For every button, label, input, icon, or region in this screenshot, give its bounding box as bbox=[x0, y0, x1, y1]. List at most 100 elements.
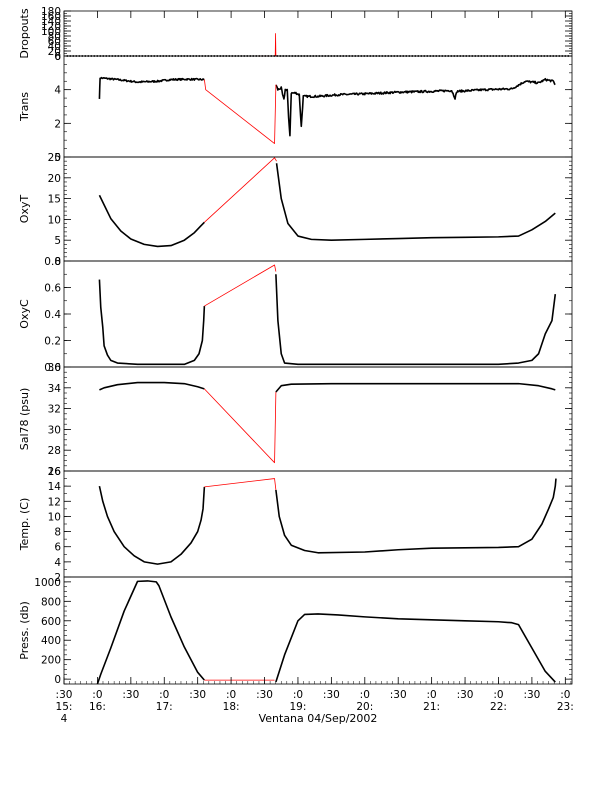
x-tick-label: 16: bbox=[89, 701, 106, 713]
x-tick-label: :0 bbox=[92, 689, 102, 701]
y-tick-label: 25 bbox=[48, 152, 61, 164]
panel-frame bbox=[63, 470, 573, 578]
y-tick-label: 15 bbox=[48, 194, 61, 206]
panel-2: 0 5 10 15 20 25 OxyT bbox=[18, 152, 573, 268]
y-tick-label: 160 bbox=[41, 11, 61, 23]
interp-line-2 bbox=[203, 79, 277, 144]
x-tick-label: 23: bbox=[557, 701, 574, 713]
y-tick-label: 180 bbox=[41, 6, 61, 18]
x-axis-label: Ventana 04/Sep/2002 bbox=[259, 712, 378, 725]
y-tick-label: 10 bbox=[48, 511, 61, 523]
data-line-0 bbox=[96, 580, 205, 685]
y-tick-label: 16 bbox=[48, 466, 62, 478]
x-tick-label: 18: bbox=[223, 701, 240, 713]
y-axis-label: Sal78 (psu) bbox=[18, 388, 31, 451]
y-tick-label: 4 bbox=[54, 557, 61, 569]
y-tick-label: 0 bbox=[54, 256, 61, 268]
x-tick-label: :30 bbox=[56, 689, 73, 701]
y-tick-label: 0 bbox=[54, 51, 61, 63]
y-tick-label: 12 bbox=[48, 496, 61, 508]
data-line-0 bbox=[98, 194, 205, 248]
panel-3: 0.0 0.2 0.4 0.6 0.8 OxyC bbox=[18, 256, 573, 374]
panel-frame bbox=[63, 260, 573, 368]
y-tick-label: 34 bbox=[48, 383, 62, 395]
y-tick-label: 800 bbox=[41, 596, 61, 608]
x-tick-label: :30 bbox=[390, 689, 407, 701]
y-tick-label: 100 bbox=[41, 26, 61, 38]
y-tick-label: 0.6 bbox=[44, 283, 61, 295]
y-tick-label: 0 bbox=[54, 152, 61, 164]
y-tick-label: 1000 bbox=[34, 577, 61, 589]
y-tick-label: 20 bbox=[48, 46, 61, 58]
y-tick-label: 32 bbox=[48, 404, 61, 416]
x-tick-label: :0 bbox=[293, 689, 303, 701]
y-tick-label: 4 bbox=[54, 85, 61, 97]
y-tick-label: 80 bbox=[48, 31, 61, 43]
x-tick-label: 21: bbox=[423, 701, 440, 713]
data-line-2 bbox=[275, 163, 556, 241]
panel-1: 0 2 4 6 Trans bbox=[18, 51, 573, 164]
x-tick-label: 22: bbox=[490, 701, 507, 713]
y-tick-label: 0.2 bbox=[44, 336, 61, 348]
x-tick-label: :30 bbox=[122, 689, 139, 701]
y-axis-label: OxyC bbox=[18, 299, 31, 329]
x-tick-label: :0 bbox=[360, 689, 370, 701]
y-tick-label: 6 bbox=[54, 51, 61, 63]
data-line-0 bbox=[99, 381, 205, 391]
data-line-2 bbox=[275, 478, 557, 554]
x-tick-label: :30 bbox=[256, 689, 273, 701]
y-axis-label: Temp. (C) bbox=[18, 498, 31, 552]
y-tick-label: 600 bbox=[41, 616, 61, 628]
y-tick-label: 60 bbox=[48, 36, 61, 48]
x-tick-label: :0 bbox=[427, 689, 437, 701]
x-tick-label: 15: bbox=[56, 701, 73, 713]
x-tick-label: :30 bbox=[323, 689, 340, 701]
panel-frame bbox=[63, 55, 573, 158]
x-tick-label: 20: bbox=[356, 701, 373, 713]
y-tick-label: 28 bbox=[48, 445, 61, 457]
x-tick-label: 17: bbox=[156, 701, 173, 713]
y-tick-label: 26 bbox=[48, 466, 62, 478]
panel-frame bbox=[63, 156, 573, 262]
panel-5: 2 4 6 8 10 12 14 16 Temp. (C) bbox=[18, 466, 573, 584]
x-tick-label: :0 bbox=[493, 689, 503, 701]
y-tick-label: 0 bbox=[54, 674, 61, 686]
y-axis-label: OxyT bbox=[18, 195, 31, 224]
interp-line-1 bbox=[204, 388, 277, 464]
data-line-2 bbox=[275, 382, 556, 393]
data-line-1 bbox=[275, 77, 556, 137]
y-tick-label: 120 bbox=[41, 21, 61, 33]
y-tick-label: 36 bbox=[48, 362, 62, 374]
x-tick-label: :0 bbox=[226, 689, 236, 701]
y-tick-label: 2 bbox=[54, 572, 61, 584]
panel-frame bbox=[63, 10, 573, 57]
x-tick-label: :0 bbox=[159, 689, 169, 701]
data-line-2 bbox=[275, 613, 556, 683]
y-axis-label: Dropouts bbox=[18, 8, 31, 58]
y-tick-label: 30 bbox=[48, 424, 61, 436]
y-tick-label: 8 bbox=[54, 527, 61, 539]
interp-line-1 bbox=[257, 33, 278, 57]
x-tick-label: 19: bbox=[289, 701, 306, 713]
y-tick-label: 0.4 bbox=[44, 309, 61, 321]
y-tick-label: 20 bbox=[48, 173, 61, 185]
data-line-0 bbox=[98, 76, 205, 99]
y-axis-label: Trans bbox=[18, 92, 31, 122]
y-tick-label: 10 bbox=[48, 214, 61, 226]
y-tick-label: 0.8 bbox=[44, 256, 61, 268]
y-tick-label: 2 bbox=[54, 118, 61, 130]
x-tick-label: :30 bbox=[189, 689, 206, 701]
y-tick-label: 40 bbox=[48, 41, 61, 53]
panel-frame bbox=[63, 576, 573, 685]
interp-line-1 bbox=[204, 478, 277, 490]
y-tick-label: 140 bbox=[41, 16, 61, 28]
data-line-0 bbox=[98, 485, 206, 565]
y-tick-label: 400 bbox=[41, 635, 61, 647]
x-tick-label: :0 bbox=[560, 689, 570, 701]
data-line-2 bbox=[275, 274, 557, 366]
x-tick-label: 4 bbox=[61, 713, 68, 725]
y-tick-label: 200 bbox=[41, 655, 61, 667]
